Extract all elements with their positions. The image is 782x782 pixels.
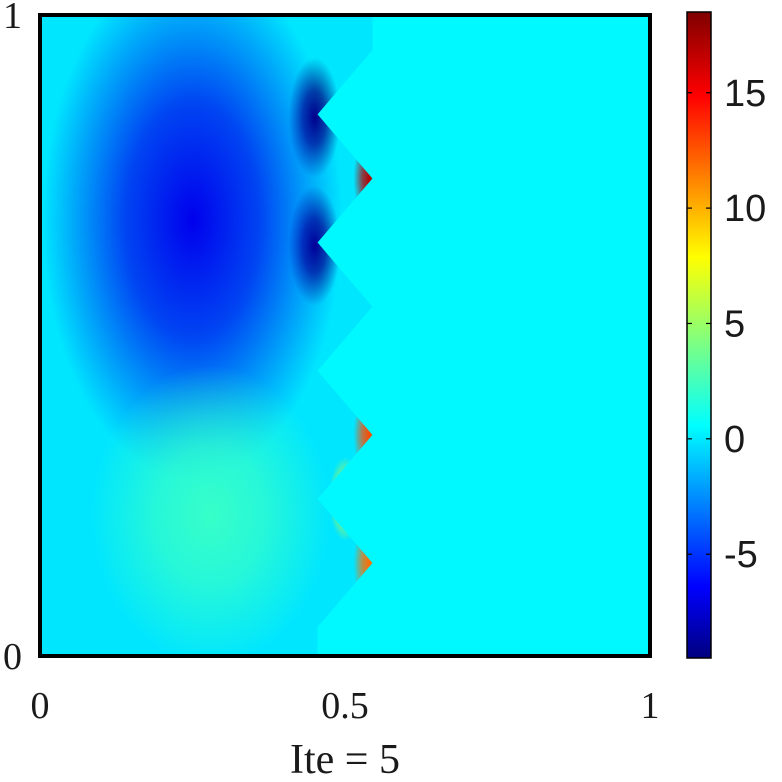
plot-frame bbox=[38, 13, 652, 658]
colorbar-tick-label: 15 bbox=[724, 73, 766, 115]
field-low-region-7 bbox=[42, 15, 343, 481]
y-tick-label: 0 bbox=[3, 636, 22, 678]
x-tick-label: 1 bbox=[641, 685, 660, 727]
x-tick-label: 0 bbox=[31, 685, 50, 727]
colorbar-gradient bbox=[687, 12, 711, 658]
x-axis-label: Ite = 5 bbox=[290, 737, 400, 782]
x-axis-ticks: 0 0.5 1 bbox=[31, 685, 660, 727]
colorbar-ticks: -5 0 5 10 15 bbox=[687, 73, 766, 576]
y-tick-label: 1 bbox=[3, 0, 22, 37]
colorbar-tick-label: 10 bbox=[724, 188, 766, 230]
heatmap-field bbox=[40, 15, 650, 656]
x-tick-label: 0.5 bbox=[321, 685, 369, 727]
field-high-region-8 bbox=[90, 364, 331, 656]
colorbar: -5 0 5 10 15 bbox=[686, 11, 766, 659]
colorbar-tick-label: 0 bbox=[724, 419, 745, 461]
colorbar-tick-label: 5 bbox=[724, 303, 745, 345]
y-axis-ticks: 01 bbox=[3, 0, 22, 678]
plot-area bbox=[38, 13, 652, 658]
colorbar-frame bbox=[686, 11, 712, 659]
colorbar-tick-label: -5 bbox=[724, 534, 758, 576]
